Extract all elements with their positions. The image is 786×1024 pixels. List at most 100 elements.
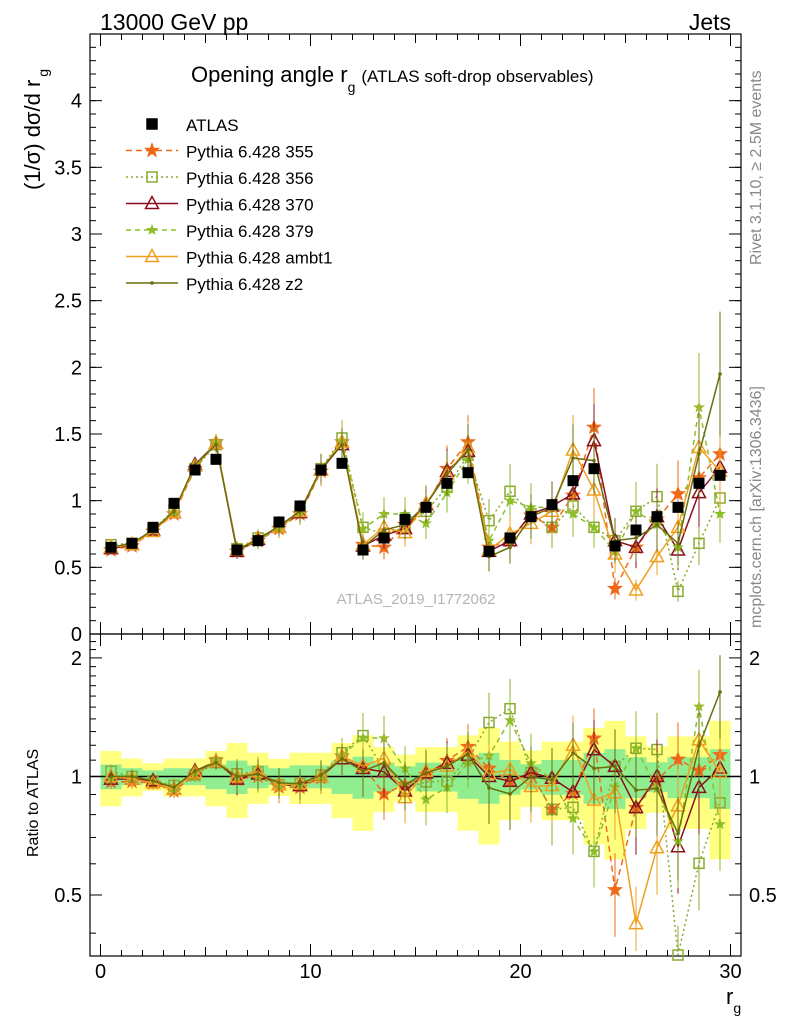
ratio-tick-label-right: 1 bbox=[749, 766, 760, 788]
ratio-series-line bbox=[111, 691, 721, 836]
main-ticks: 0 0.5 1 1.5 2 2.5 3 3.5 4 bbox=[54, 34, 741, 646]
rivet-version: Rivet 3.1.10, ≥ 2.5M events bbox=[748, 70, 765, 265]
series-marker bbox=[693, 537, 705, 550]
ratio-ticks: 0.5 0.5 1 1 2 2 bbox=[54, 634, 777, 956]
ratio-axis-title: Ratio to ATLAS bbox=[25, 749, 42, 857]
data-point bbox=[567, 475, 579, 487]
data-point bbox=[588, 463, 600, 475]
data-point bbox=[672, 501, 684, 513]
data-point bbox=[189, 464, 201, 476]
ratio-marker bbox=[672, 949, 684, 961]
ratio-marker bbox=[382, 760, 386, 765]
series-marker bbox=[592, 458, 596, 463]
data-point bbox=[231, 544, 243, 556]
ratio-marker bbox=[586, 791, 602, 806]
data-point bbox=[147, 521, 159, 533]
ratio-tick-label-right: 2 bbox=[749, 648, 760, 670]
ratio-marker bbox=[319, 773, 323, 777]
ratio-tick-label: 1 bbox=[71, 766, 82, 788]
analysis-id: ATLAS_2019_I1772062 bbox=[336, 591, 495, 608]
data-point bbox=[504, 532, 516, 544]
ratio-marker bbox=[277, 780, 281, 785]
legend: ATLAS Pythia 6.428 355 Pythia 6.428 356 Pyt… bbox=[126, 116, 332, 294]
ratio-marker bbox=[588, 845, 600, 857]
ratio-marker bbox=[592, 766, 596, 771]
data-point bbox=[210, 453, 222, 465]
ratio-marker bbox=[649, 839, 665, 854]
plot-title-main: Opening angle r bbox=[191, 62, 348, 87]
legend-label-atlas: ATLAS bbox=[186, 116, 239, 135]
ratio-marker bbox=[697, 744, 701, 748]
data-point bbox=[609, 540, 621, 552]
data-point bbox=[273, 516, 285, 528]
series-marker bbox=[718, 372, 722, 376]
ratio-marker bbox=[712, 763, 728, 778]
series-marker bbox=[571, 456, 575, 460]
ratio-marker bbox=[340, 756, 344, 761]
data-point bbox=[315, 464, 327, 476]
y-tick-label: 2 bbox=[71, 357, 82, 379]
legend-label: Pythia 6.428 z2 bbox=[186, 275, 303, 294]
data-point bbox=[525, 511, 537, 523]
data-point bbox=[252, 535, 264, 547]
data-point bbox=[546, 499, 558, 511]
ratio-tick-label-right: 0.5 bbox=[749, 885, 777, 907]
y-axis-title-sub: g bbox=[35, 69, 51, 77]
header-right: Jets bbox=[689, 9, 731, 35]
header-left: 13000 GeV pp bbox=[100, 9, 248, 35]
ratio-marker bbox=[504, 714, 516, 726]
legend-marker bbox=[144, 247, 160, 263]
y-axis-title: (1/σ) dσ/d r g bbox=[20, 69, 51, 190]
ratio-marker bbox=[655, 786, 659, 791]
plot-title-rest: (ATLAS soft-drop observables) bbox=[361, 67, 593, 86]
x-axis-title-main: r bbox=[726, 984, 733, 1009]
series-marker bbox=[672, 585, 684, 598]
series-marker bbox=[714, 507, 726, 519]
legend-marker bbox=[143, 142, 161, 158]
y-tick-label: 3 bbox=[71, 224, 82, 246]
series-marker bbox=[445, 472, 449, 476]
ratio-tick-label: 0.5 bbox=[54, 885, 82, 907]
ratio-marker bbox=[235, 774, 239, 779]
series-marker bbox=[634, 536, 638, 540]
series-line bbox=[110, 427, 721, 592]
ratio-marker bbox=[172, 785, 176, 790]
ratio-marker bbox=[420, 793, 432, 805]
x-tick-label: 0 bbox=[95, 961, 106, 983]
data-point bbox=[420, 501, 432, 513]
ratio-marker bbox=[567, 812, 579, 824]
ratio-marker bbox=[628, 914, 644, 930]
ratio-marker bbox=[403, 782, 407, 787]
ratio-marker bbox=[714, 818, 726, 830]
y-tick-label: 4 bbox=[71, 91, 82, 113]
data-point bbox=[714, 469, 726, 481]
series-marker bbox=[691, 484, 707, 499]
series-marker bbox=[676, 541, 680, 546]
ratio-band-stat bbox=[331, 760, 353, 794]
series-marker bbox=[504, 494, 516, 506]
x-tick-label: 20 bbox=[509, 961, 531, 983]
ratio-marker bbox=[669, 750, 687, 767]
ratio-marker bbox=[424, 771, 428, 775]
ratio-marker bbox=[130, 774, 134, 779]
x-axis-title-sub: g bbox=[733, 1000, 741, 1016]
series-marker bbox=[588, 521, 600, 533]
series-marker bbox=[508, 545, 512, 550]
data-point bbox=[462, 467, 474, 479]
legend-label: Pythia 6.428 356 bbox=[186, 169, 314, 188]
legend-marker bbox=[146, 223, 158, 235]
x-tick-label: 10 bbox=[299, 961, 321, 983]
x-tick-labels: 0 10 20 30 bbox=[95, 961, 742, 983]
series-marker bbox=[172, 509, 176, 514]
ratio-marker bbox=[466, 752, 470, 756]
series-line bbox=[110, 407, 721, 553]
series-marker bbox=[166, 504, 182, 519]
ratio-marker bbox=[508, 792, 512, 796]
legend-marker-atlas bbox=[146, 118, 158, 130]
legend-marker bbox=[150, 281, 154, 285]
data-point bbox=[294, 500, 306, 512]
series-marker bbox=[628, 581, 644, 596]
legend-marker bbox=[146, 171, 158, 183]
y-tick-label: 2.5 bbox=[54, 291, 82, 313]
legend-label: Pythia 6.428 ambt1 bbox=[186, 249, 332, 268]
